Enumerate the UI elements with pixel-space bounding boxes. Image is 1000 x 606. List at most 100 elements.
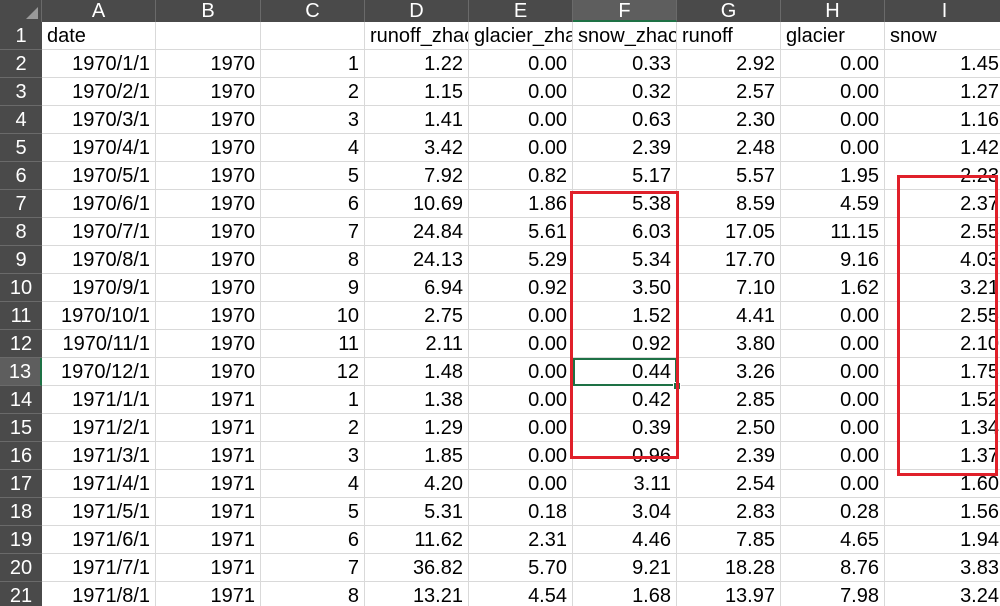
- cell-e7[interactable]: 1.86: [469, 190, 573, 218]
- cell-e19[interactable]: 2.31: [469, 526, 573, 554]
- cell-f18[interactable]: 3.04: [573, 498, 677, 526]
- cell-a4[interactable]: 1970/3/1: [42, 106, 156, 134]
- cell-h20[interactable]: 8.76: [781, 554, 885, 582]
- cell-c10[interactable]: 9: [261, 274, 365, 302]
- cell-e15[interactable]: 0.00: [469, 414, 573, 442]
- cell-c21[interactable]: 8: [261, 582, 365, 606]
- cell-d12[interactable]: 2.11: [365, 330, 469, 358]
- cell-b20[interactable]: 1971: [156, 554, 261, 582]
- column-header-i[interactable]: I: [885, 0, 1000, 22]
- cell-c13[interactable]: 12: [261, 358, 365, 386]
- cell-a20[interactable]: 1971/7/1: [42, 554, 156, 582]
- cell-b5[interactable]: 1970: [156, 134, 261, 162]
- cell-b3[interactable]: 1970: [156, 78, 261, 106]
- cell-c6[interactable]: 5: [261, 162, 365, 190]
- cell-c2[interactable]: 1: [261, 50, 365, 78]
- cell-h2[interactable]: 0.00: [781, 50, 885, 78]
- select-all-corner[interactable]: [0, 0, 42, 22]
- row-header-7[interactable]: 7: [0, 190, 42, 218]
- cell-a8[interactable]: 1970/7/1: [42, 218, 156, 246]
- cell-g10[interactable]: 7.10: [677, 274, 781, 302]
- cell-f21[interactable]: 1.68: [573, 582, 677, 606]
- cell-g9[interactable]: 17.70: [677, 246, 781, 274]
- cell-f5[interactable]: 2.39: [573, 134, 677, 162]
- cell-b6[interactable]: 1970: [156, 162, 261, 190]
- cell-d13[interactable]: 1.48: [365, 358, 469, 386]
- cell-i12[interactable]: 2.10: [885, 330, 1000, 358]
- cell-h21[interactable]: 7.98: [781, 582, 885, 606]
- cell-a13[interactable]: 1970/12/1: [42, 358, 156, 386]
- cell-i13[interactable]: 1.75: [885, 358, 1000, 386]
- cell-c7[interactable]: 6: [261, 190, 365, 218]
- cell-h12[interactable]: 0.00: [781, 330, 885, 358]
- cell-g13[interactable]: 3.26: [677, 358, 781, 386]
- cell-b1[interactable]: [156, 22, 261, 50]
- cell-g17[interactable]: 2.54: [677, 470, 781, 498]
- cell-e8[interactable]: 5.61: [469, 218, 573, 246]
- cell-a1[interactable]: date: [42, 22, 156, 50]
- cell-a18[interactable]: 1971/5/1: [42, 498, 156, 526]
- row-header-10[interactable]: 10: [0, 274, 42, 302]
- cell-e6[interactable]: 0.82: [469, 162, 573, 190]
- cell-f9[interactable]: 5.34: [573, 246, 677, 274]
- row-header-1[interactable]: 1: [0, 22, 42, 50]
- row-header-2[interactable]: 2: [0, 50, 42, 78]
- cell-g16[interactable]: 2.39: [677, 442, 781, 470]
- cell-i2[interactable]: 1.45: [885, 50, 1000, 78]
- cell-i21[interactable]: 3.24: [885, 582, 1000, 606]
- cell-d15[interactable]: 1.29: [365, 414, 469, 442]
- cell-b10[interactable]: 1970: [156, 274, 261, 302]
- cell-a3[interactable]: 1970/2/1: [42, 78, 156, 106]
- cell-e16[interactable]: 0.00: [469, 442, 573, 470]
- cell-b17[interactable]: 1971: [156, 470, 261, 498]
- row-header-15[interactable]: 15: [0, 414, 42, 442]
- row-header-4[interactable]: 4: [0, 106, 42, 134]
- cell-h17[interactable]: 0.00: [781, 470, 885, 498]
- cell-f4[interactable]: 0.63: [573, 106, 677, 134]
- cell-b4[interactable]: 1970: [156, 106, 261, 134]
- cell-d11[interactable]: 2.75: [365, 302, 469, 330]
- cell-i3[interactable]: 1.27: [885, 78, 1000, 106]
- column-header-e[interactable]: E: [469, 0, 573, 22]
- cell-h8[interactable]: 11.15: [781, 218, 885, 246]
- cell-c20[interactable]: 7: [261, 554, 365, 582]
- cell-g7[interactable]: 8.59: [677, 190, 781, 218]
- cell-i18[interactable]: 1.56: [885, 498, 1000, 526]
- active-cell-f13[interactable]: 0.44: [573, 358, 677, 386]
- cell-a11[interactable]: 1970/10/1: [42, 302, 156, 330]
- cell-f12[interactable]: 0.92: [573, 330, 677, 358]
- cell-d1[interactable]: runoff_zhao: [365, 22, 469, 50]
- cell-a15[interactable]: 1971/2/1: [42, 414, 156, 442]
- cell-g5[interactable]: 2.48: [677, 134, 781, 162]
- cell-e1[interactable]: glacier_zhao: [469, 22, 573, 50]
- cell-h6[interactable]: 1.95: [781, 162, 885, 190]
- cell-f3[interactable]: 0.32: [573, 78, 677, 106]
- row-header-14[interactable]: 14: [0, 386, 42, 414]
- cell-a6[interactable]: 1970/5/1: [42, 162, 156, 190]
- cell-h3[interactable]: 0.00: [781, 78, 885, 106]
- cell-d19[interactable]: 11.62: [365, 526, 469, 554]
- cell-f8[interactable]: 6.03: [573, 218, 677, 246]
- cell-d4[interactable]: 1.41: [365, 106, 469, 134]
- cell-b21[interactable]: 1971: [156, 582, 261, 606]
- cell-d8[interactable]: 24.84: [365, 218, 469, 246]
- cell-c12[interactable]: 11: [261, 330, 365, 358]
- row-header-6[interactable]: 6: [0, 162, 42, 190]
- cell-i15[interactable]: 1.34: [885, 414, 1000, 442]
- cell-i20[interactable]: 3.83: [885, 554, 1000, 582]
- cell-i17[interactable]: 1.60: [885, 470, 1000, 498]
- cell-d7[interactable]: 10.69: [365, 190, 469, 218]
- cell-g1[interactable]: runoff: [677, 22, 781, 50]
- cell-g19[interactable]: 7.85: [677, 526, 781, 554]
- cell-g11[interactable]: 4.41: [677, 302, 781, 330]
- cell-d5[interactable]: 3.42: [365, 134, 469, 162]
- cell-d14[interactable]: 1.38: [365, 386, 469, 414]
- cell-h19[interactable]: 4.65: [781, 526, 885, 554]
- cell-a9[interactable]: 1970/8/1: [42, 246, 156, 274]
- cell-h7[interactable]: 4.59: [781, 190, 885, 218]
- row-header-13[interactable]: 13: [0, 358, 42, 386]
- cell-c16[interactable]: 3: [261, 442, 365, 470]
- cell-a12[interactable]: 1970/11/1: [42, 330, 156, 358]
- cell-d16[interactable]: 1.85: [365, 442, 469, 470]
